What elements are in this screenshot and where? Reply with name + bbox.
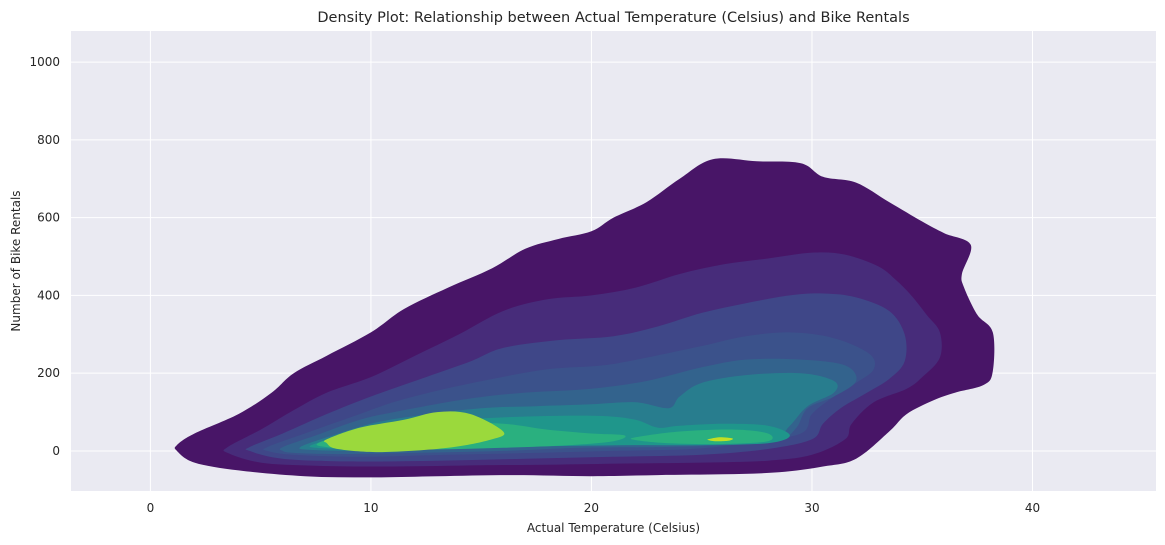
x-tick-label: 20: [584, 501, 599, 515]
density-level-11: [707, 437, 733, 442]
x-tick-label: 0: [147, 501, 155, 515]
density-level-10: [323, 411, 505, 453]
y-tick-labels: 0 200 400 600 800 1000: [29, 55, 60, 458]
y-axis-label: Number of Bike Rentals: [9, 190, 23, 331]
y-tick-label: 1000: [29, 55, 60, 69]
y-tick-label: 800: [37, 133, 60, 147]
y-tick-label: 200: [37, 366, 60, 380]
chart-title: Density Plot: Relationship between Actua…: [317, 10, 909, 26]
density-level-9: [630, 429, 773, 445]
y-tick-label: 600: [37, 211, 60, 225]
x-tick-labels: 0 10 20 30 40: [147, 501, 1041, 515]
y-tick-label: 0: [52, 444, 60, 458]
y-tick-label: 400: [37, 288, 60, 302]
density-contours: [174, 158, 995, 478]
x-tick-label: 40: [1025, 501, 1040, 515]
x-tick-label: 10: [363, 501, 378, 515]
x-tick-label: 30: [804, 501, 819, 515]
x-axis-label: Actual Temperature (Celsius): [527, 521, 700, 535]
